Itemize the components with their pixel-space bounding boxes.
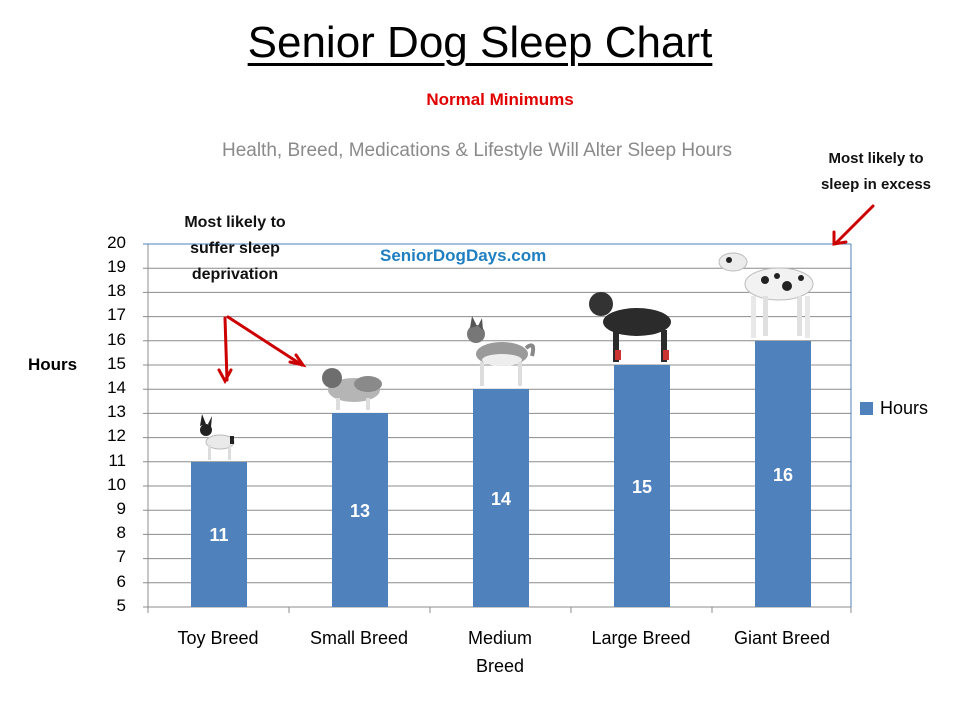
y-axis-label: Hours [28, 355, 78, 374]
legend-swatch [860, 402, 873, 415]
medium-dog-icon [467, 316, 536, 386]
y-tick: 20 [107, 233, 126, 252]
giant-dog-icon [718, 252, 814, 338]
chart-note: Health, Breed, Medications & Lifestyle W… [221, 140, 733, 161]
annotation-text: Most likely to [828, 150, 924, 167]
website-label: SeniorDogDays.com [380, 246, 547, 265]
toy-dog-icon [200, 414, 235, 460]
y-tick: 14 [107, 378, 126, 397]
annotation-text: deprivation [191, 266, 279, 283]
bar-value: 11 [209, 525, 229, 545]
x-label-text: Giant Breed [733, 628, 831, 648]
bar-medium-breed: 14 [473, 389, 529, 607]
annotation-text: sleep in excess [820, 176, 932, 193]
bar-large-breed: 15 [614, 365, 670, 607]
x-label-text: Toy Breed [177, 628, 259, 648]
legend: Hours [860, 398, 928, 419]
annotation-text: Most likely to [184, 214, 286, 231]
small-dog-icon [322, 368, 382, 410]
x-label-text: Medium [467, 628, 533, 648]
x-label-small-breed: Small Breed [294, 624, 424, 652]
y-tick: 15 [107, 354, 126, 373]
y-tick: 8 [116, 523, 126, 542]
y-tick: 16 [107, 330, 126, 349]
annotation-excess-sleep: Most likely to sleep in excess [806, 146, 946, 198]
chart-subtitle: Normal Minimums [426, 90, 574, 109]
annotation-text: suffer sleep [190, 240, 280, 257]
x-label-text: Breed [475, 656, 525, 676]
bar-giant-breed: 16 [755, 341, 811, 607]
y-tick: 9 [116, 499, 126, 518]
bar-value: 13 [349, 501, 371, 521]
x-label-giant-breed: Giant Breed [717, 624, 847, 652]
bar-value: 15 [631, 477, 653, 497]
x-label-medium-breed: Medium Breed [435, 624, 565, 680]
x-label-large-breed: Large Breed [576, 624, 706, 652]
bar-value: 16 [772, 465, 794, 485]
bar-value: 14 [490, 489, 512, 509]
y-tick: 17 [107, 305, 126, 324]
y-tick: 19 [107, 257, 126, 276]
legend-label: Hours [880, 398, 929, 418]
y-tick: 6 [116, 572, 126, 591]
bar-small-breed: 13 [332, 413, 388, 607]
large-dog-icon [589, 292, 671, 362]
y-tick: 18 [107, 281, 126, 300]
x-label-toy-breed: Toy Breed [153, 624, 283, 652]
y-tick: 10 [107, 475, 126, 494]
y-tick: 7 [116, 547, 126, 566]
bar-toy-breed: 11 [191, 462, 247, 607]
chart-title: Senior Dog Sleep Chart [247, 18, 713, 67]
y-tick: 11 [108, 451, 126, 470]
y-tick: 5 [116, 596, 126, 615]
annotation-sleep-deprivation: Most likely to suffer sleep deprivation [150, 210, 320, 288]
x-label-text: Large Breed [591, 628, 691, 648]
y-tick: 12 [107, 426, 126, 445]
x-label-text: Small Breed [309, 628, 409, 648]
y-tick: 13 [107, 402, 126, 421]
